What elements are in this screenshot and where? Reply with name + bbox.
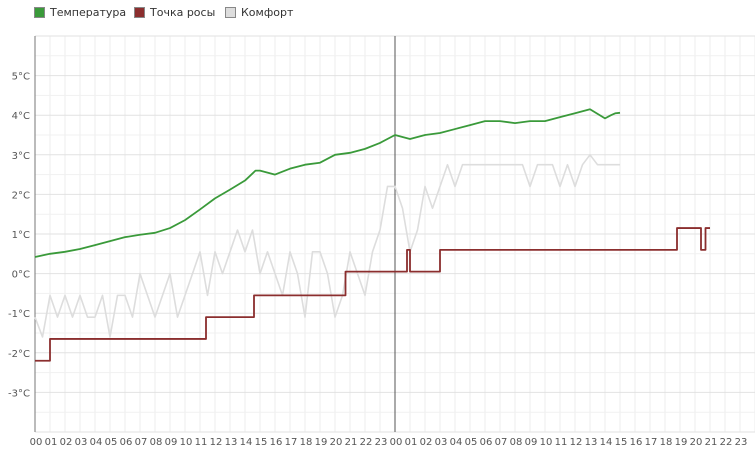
x-tick-label: 04 [90, 437, 103, 448]
legend-label-comfort: Комфорт [241, 5, 294, 19]
x-tick-label: 12 [570, 437, 583, 448]
x-tick-label: 20 [330, 437, 343, 448]
legend-label-temperature: Температура [50, 5, 127, 19]
x-tick-label: 21 [705, 437, 718, 448]
x-tick-label: 11 [195, 437, 208, 448]
x-tick-label: 01 [405, 437, 418, 448]
x-tick-label: 18 [660, 437, 673, 448]
x-tick-label: 16 [630, 437, 643, 448]
x-tick-label: 17 [645, 437, 658, 448]
x-tick-label: 07 [495, 437, 508, 448]
x-tick-label: 15 [255, 437, 268, 448]
x-tick-label: 14 [240, 437, 253, 448]
x-tick-label: 14 [600, 437, 613, 448]
x-tick-label: 07 [135, 437, 148, 448]
series-line-temperature [34, 108, 621, 258]
x-tick-label: 23 [375, 437, 388, 448]
legend-swatch-comfort [225, 6, 236, 18]
y-tick-label: 0°C [12, 270, 30, 281]
axes [34, 36, 396, 432]
legend-label-dewpoint: Точка росы [150, 5, 216, 19]
x-tick-label: 02 [420, 437, 433, 448]
y-tick-label: -2°C [8, 349, 30, 360]
x-tick-label: 06 [480, 437, 493, 448]
x-tick-label: 19 [675, 437, 688, 448]
x-tick-label: 00 [30, 437, 43, 448]
x-tick-label: 11 [555, 437, 568, 448]
x-tick-label: 19 [315, 437, 328, 448]
x-tick-label: 03 [75, 437, 88, 448]
tick-labels: 5°C4°C3°C2°C1°C0°C-1°C-2°C-3°C00 01 02 03 04… [8, 72, 747, 448]
x-tick-label: 18 [300, 437, 313, 448]
y-tick-label: -1°C [8, 309, 30, 320]
x-tick-label: 22 [720, 437, 733, 448]
series-line-dewpoint [35, 227, 710, 362]
series-layer [34, 108, 710, 362]
y-tick-label: 3°C [12, 151, 30, 162]
x-tick-label: 10 [180, 437, 193, 448]
x-tick-label: 01 [45, 437, 58, 448]
legend-item-temperature[interactable]: Температура [34, 4, 126, 20]
x-tick-label: 04 [450, 437, 463, 448]
x-tick-label: 15 [615, 437, 628, 448]
x-tick-label: 21 [345, 437, 358, 448]
series-line-comfort [34, 154, 620, 338]
x-tick-label: 05 [465, 437, 478, 448]
legend-item-dewpoint[interactable]: Точка росы [134, 4, 215, 20]
y-tick-label: 2°C [12, 190, 30, 201]
x-tick-label: 02 [60, 437, 73, 448]
x-tick-label: 09 [525, 437, 538, 448]
x-tick-label: 08 [150, 437, 163, 448]
x-tick-label: 03 [435, 437, 448, 448]
y-tick-label: 5°C [12, 72, 30, 83]
x-tick-label: 08 [510, 437, 523, 448]
y-tick-label: 1°C [12, 230, 30, 241]
y-tick-label: 4°C [12, 111, 30, 122]
x-tick-label: 09 [165, 437, 178, 448]
legend-swatch-dewpoint [134, 6, 145, 18]
x-tick-label: 20 [690, 437, 703, 448]
legend-swatch-temperature [34, 6, 45, 18]
x-tick-label: 12 [210, 437, 223, 448]
y-tick-label: -3°C [8, 388, 30, 399]
x-tick-label: 05 [105, 437, 118, 448]
legend-item-comfort[interactable]: Комфорт [225, 4, 293, 20]
x-tick-label: 10 [540, 437, 553, 448]
x-tick-label: 00 [390, 437, 403, 448]
x-tick-label: 17 [285, 437, 298, 448]
x-tick-label: 13 [585, 437, 598, 448]
x-tick-label: 16 [270, 437, 283, 448]
x-tick-label: 13 [225, 437, 238, 448]
x-tick-label: 22 [360, 437, 373, 448]
x-tick-label: 06 [120, 437, 133, 448]
x-tick-label: 23 [735, 437, 748, 448]
